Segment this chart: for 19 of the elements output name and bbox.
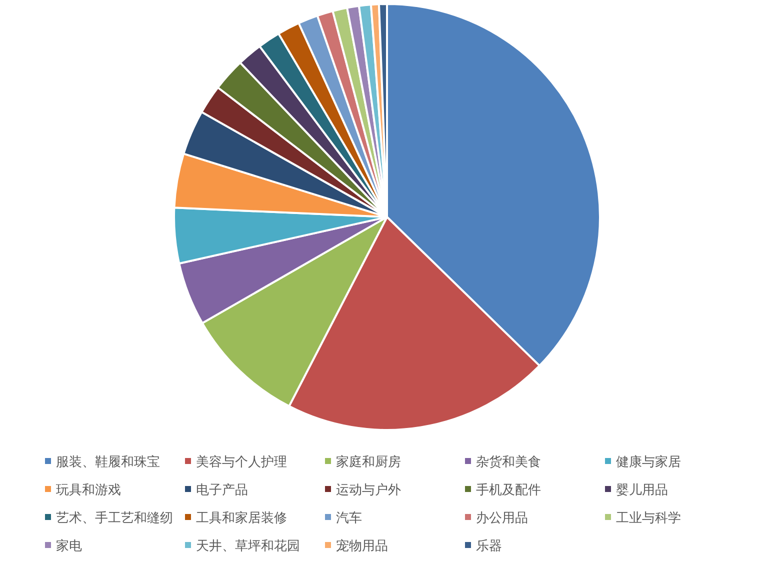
legend-label: 运动与户外 [336,483,401,498]
legend-label: 家电 [56,538,82,554]
legend-label: 办公用品 [476,511,528,526]
legend-label: 乐器 [476,539,502,554]
legend-label: 婴儿用品 [616,483,668,498]
legend-label: 汽车 [336,511,362,526]
legend-label: 玩具和游戏 [56,483,121,498]
legend-label: 家庭和厨房 [336,454,401,470]
legend-label: 健康与家居 [616,454,681,470]
legend-label: 美容与个人护理 [196,454,287,470]
legend-label: 手机及配件 [476,483,541,498]
legend-label: 宠物用品 [336,539,388,554]
legend-label: 天井、草坪和花园 [196,539,300,554]
legend-label: 电子产品 [196,483,248,498]
legend-label: 工具和家居装修 [196,510,287,526]
legend-label: 杂货和美食 [476,454,541,470]
legend-label: 艺术、手工艺和缝纫 [56,511,173,526]
legend-label: 服装、鞋履和珠宝 [56,454,160,470]
legend-label: 工业与科学 [616,511,681,526]
